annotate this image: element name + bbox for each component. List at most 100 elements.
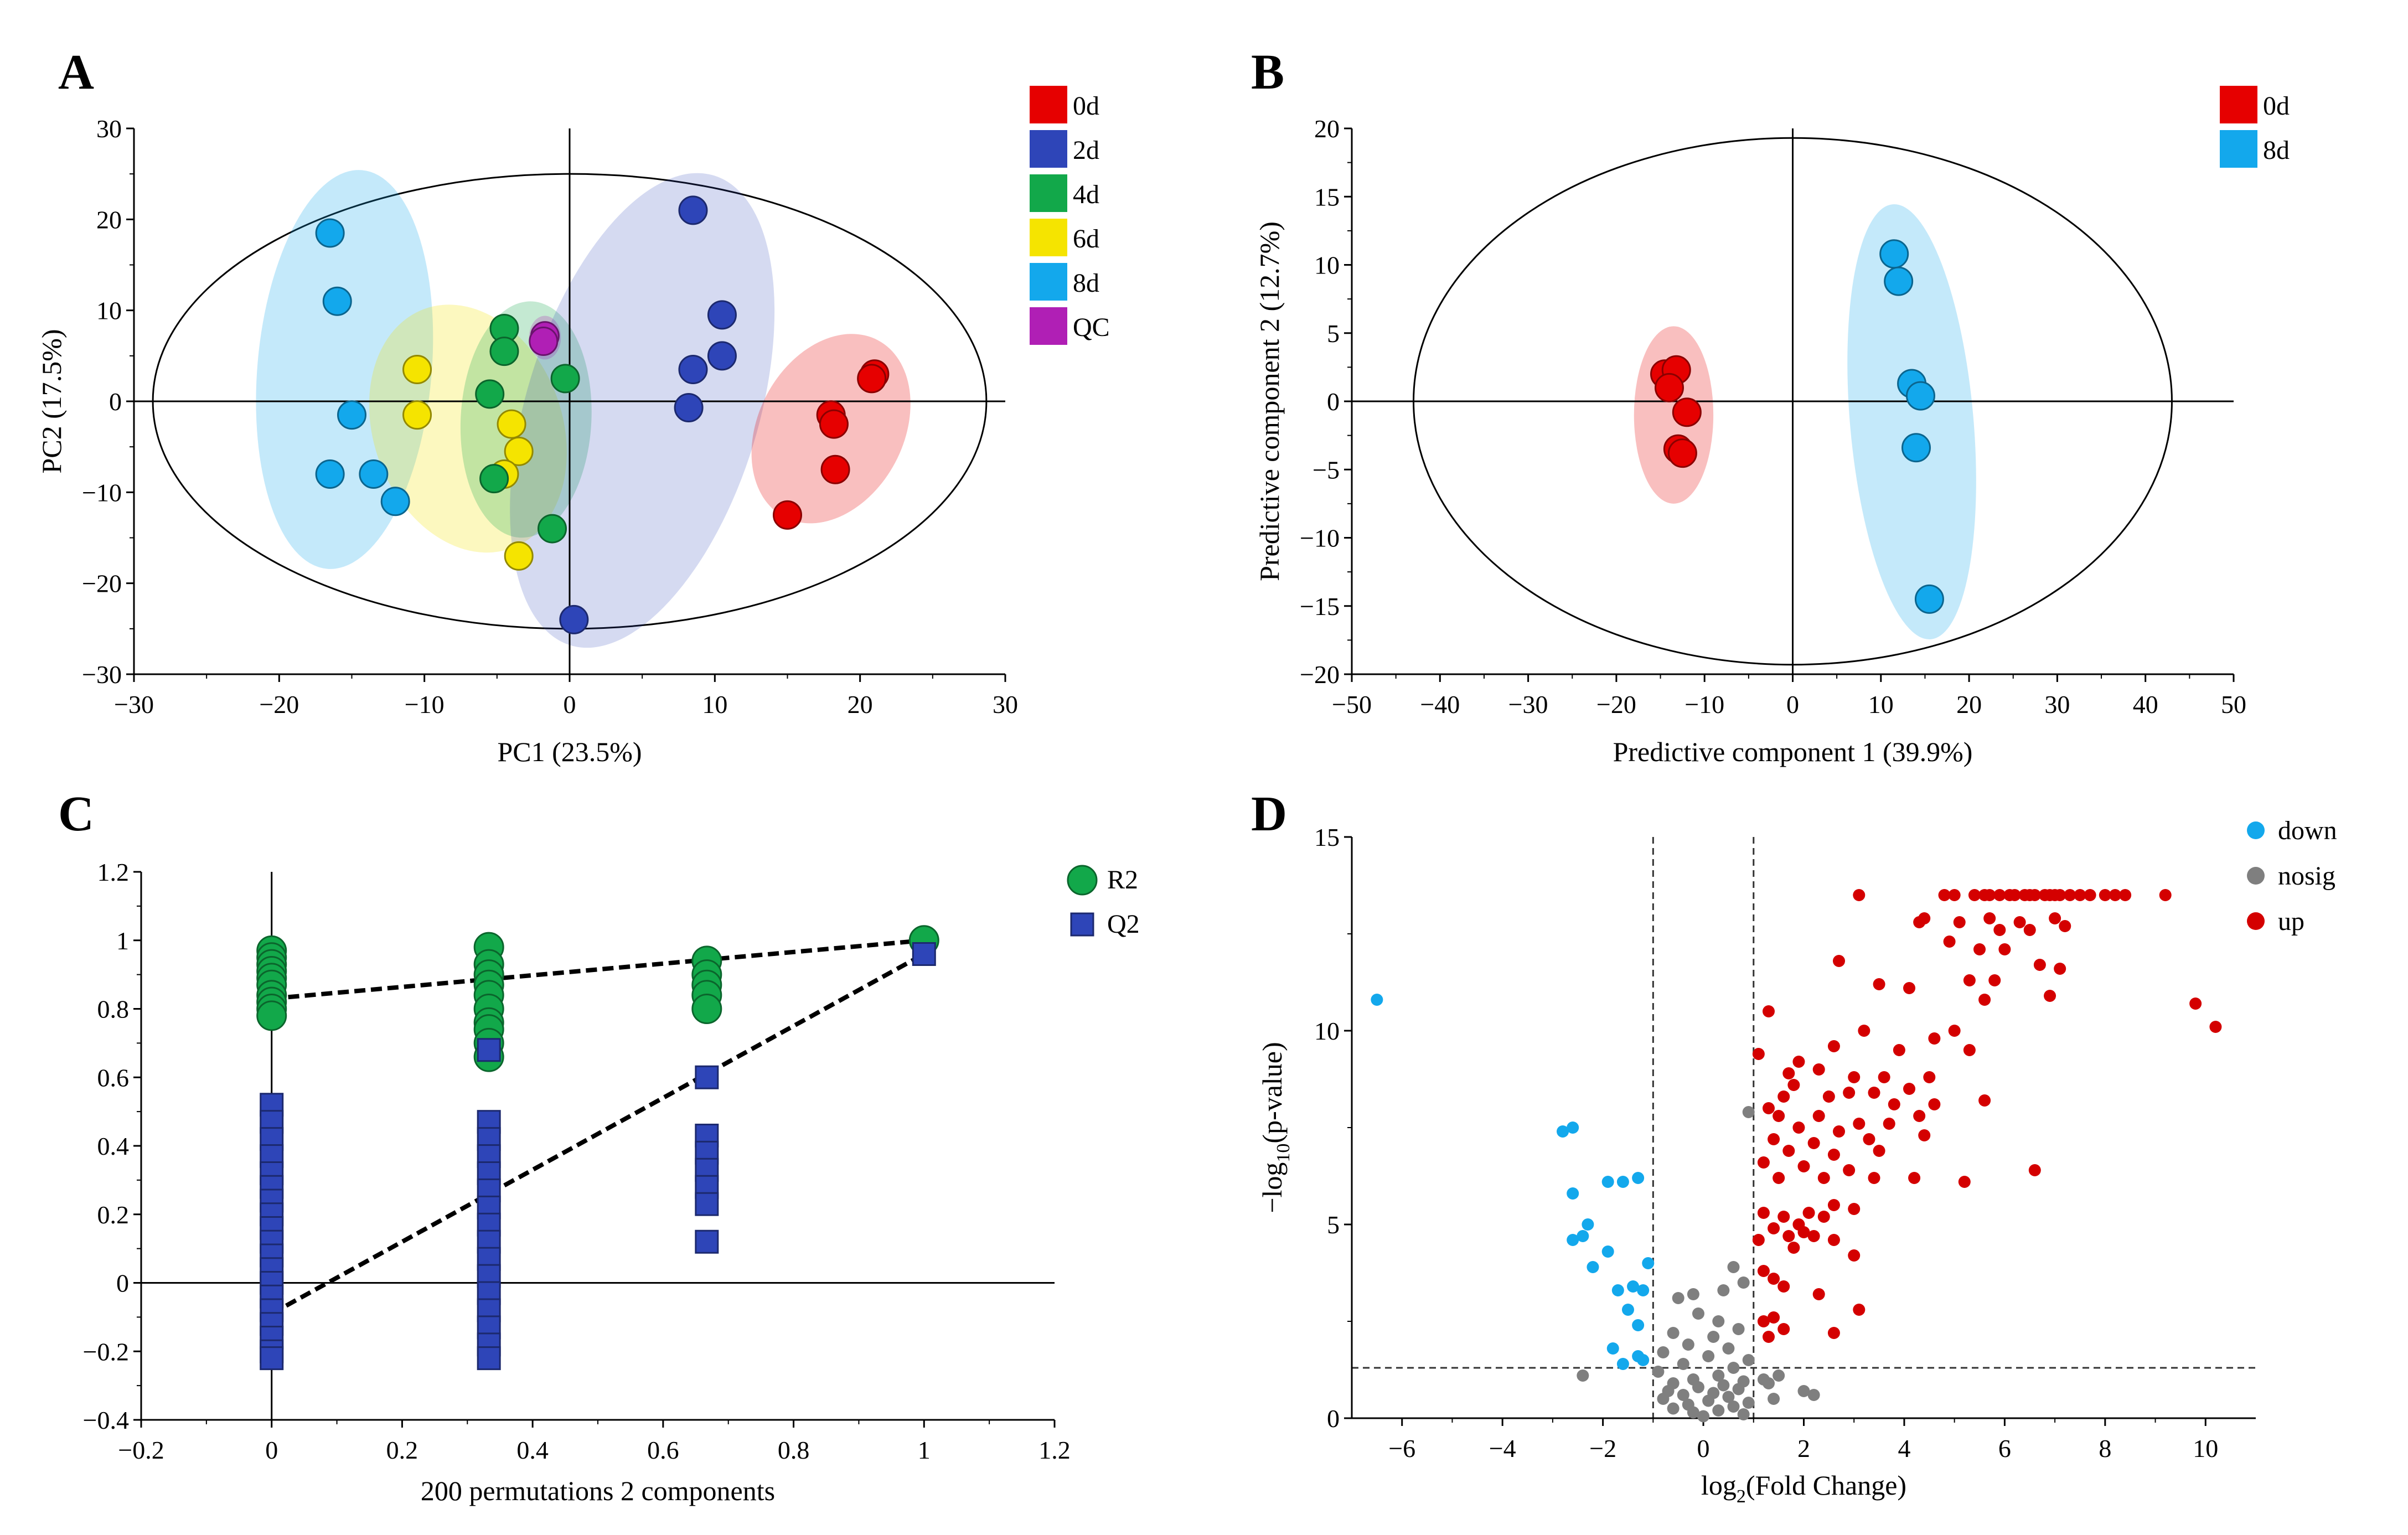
point-down: [1582, 1218, 1594, 1231]
point-up: [1923, 1071, 1936, 1083]
point-nosig: [1657, 1346, 1670, 1358]
point-nosig: [1768, 1393, 1780, 1405]
point-down: [1601, 1176, 1614, 1188]
point-down: [1567, 1121, 1579, 1134]
point-up: [1958, 1176, 1971, 1188]
point-up: [1812, 1110, 1825, 1122]
y-axis-label-d: −log10(p-value): [1257, 1042, 1294, 1213]
point-nosig: [1702, 1394, 1715, 1407]
y-tick-label-c: −0.4: [83, 1406, 129, 1434]
point-up: [1827, 1149, 1840, 1161]
y-axis-label-d-subscript: 10: [1273, 1144, 1294, 1162]
x-tick-label-a: 20: [848, 690, 873, 719]
point-6d: [504, 541, 534, 571]
point-8d: [1914, 584, 1944, 614]
point-up: [1908, 1172, 1921, 1184]
point-up: [2209, 1021, 2222, 1033]
point-up: [1752, 1234, 1765, 1246]
point-up: [1993, 924, 2006, 936]
point-up: [1757, 1207, 1770, 1219]
point-nosig: [1652, 1366, 1665, 1378]
x-axis-label-d-subscript: 2: [1737, 1486, 1746, 1507]
point-up: [1843, 1087, 1856, 1099]
point-nosig: [1742, 1397, 1755, 1409]
point-up: [1812, 1063, 1825, 1076]
point-nosig: [1742, 1354, 1755, 1366]
legend-label-8d: 8d: [2263, 136, 2290, 165]
point-up: [1873, 1145, 1885, 1157]
legend-swatch-2d: [1030, 130, 1067, 168]
x-tick-label-c: 0.8: [778, 1436, 810, 1464]
legend-swatch-8d: [2220, 130, 2257, 168]
point-up: [1807, 1137, 1820, 1149]
point-4d: [550, 364, 580, 394]
point-up: [1777, 1280, 1790, 1293]
point-down: [1632, 1172, 1645, 1184]
point-up: [1782, 1067, 1795, 1079]
x-axis-label-d-rest: (Fold Change): [1746, 1470, 1906, 1501]
point-up: [1768, 1273, 1780, 1285]
x-tick-label-d: 4: [1898, 1434, 1910, 1462]
legend-swatch-down: [2247, 821, 2265, 839]
point-down: [1637, 1284, 1650, 1296]
y-tick-label-c: 0.4: [97, 1132, 130, 1160]
y-tick-label-b: 10: [1314, 251, 1340, 280]
point-up: [1848, 1249, 1861, 1262]
point-6d: [497, 409, 526, 439]
point-up: [1833, 955, 1846, 967]
point-up: [2099, 889, 2111, 901]
y-axis-label-b: Predictive component 2 (12.7%): [1254, 221, 1285, 581]
point-q2: [695, 1065, 719, 1089]
x-tick-label-a: 0: [564, 690, 576, 719]
point-up: [1853, 1118, 1866, 1130]
point-up: [1873, 978, 1885, 990]
legend-swatch-qc: [1030, 307, 1067, 345]
legend-swatch-up: [2247, 912, 2265, 930]
y-tick-label-a: 10: [96, 297, 122, 325]
point-4d: [479, 464, 509, 494]
point-up: [2049, 912, 2061, 924]
point-up: [2109, 889, 2121, 901]
point-nosig: [1727, 1400, 1740, 1413]
point-nosig: [1717, 1284, 1730, 1296]
legend-label-8d: 8d: [1073, 268, 1099, 298]
legend-label-0d: 0d: [1073, 91, 1099, 121]
point-up: [1883, 1118, 1895, 1130]
x-tick-label-d: −6: [1388, 1434, 1415, 1462]
x-tick-label-b: 40: [2133, 690, 2158, 719]
y-tick-label-b: 5: [1327, 319, 1340, 348]
point-up: [1978, 1094, 1991, 1107]
point-6d: [402, 400, 432, 430]
y-tick-label-b: −15: [1300, 592, 1340, 621]
point-up: [1757, 1156, 1770, 1169]
point-up: [1868, 1172, 1880, 1184]
point-up: [2033, 959, 2046, 971]
point-down: [1567, 1187, 1579, 1200]
point-0d: [773, 500, 802, 530]
point-0d: [1672, 397, 1702, 427]
point-up: [2013, 916, 2026, 928]
point-2d: [678, 195, 708, 225]
point-up: [2119, 889, 2132, 901]
point-0d: [857, 364, 887, 394]
y-tick-label-a: 0: [109, 387, 122, 416]
point-up: [2159, 889, 2172, 901]
point-up: [1948, 1025, 1961, 1037]
x-tick-label-d: 6: [1998, 1434, 2011, 1462]
point-up: [1968, 889, 1981, 901]
x-tick-label-d: −4: [1489, 1434, 1516, 1462]
point-r2: [691, 994, 722, 1024]
point-nosig: [1732, 1383, 1745, 1396]
point-up: [1797, 1226, 1810, 1238]
point-up: [1973, 943, 1986, 955]
point-up: [2028, 889, 2041, 901]
point-down: [1621, 1304, 1634, 1316]
point-up: [1777, 1090, 1790, 1103]
point-q2: [695, 1229, 719, 1254]
point-up: [1762, 1005, 1775, 1017]
point-up: [2028, 1164, 2041, 1176]
point-4d: [489, 337, 519, 366]
panel-c-permutation-test: C −0.2 0 0.2 0.4 0.6 0.8 1 1.2−0.4−0.200.20.40.…: [58, 787, 1140, 1506]
y-tick-label-b: −20: [1300, 660, 1340, 689]
